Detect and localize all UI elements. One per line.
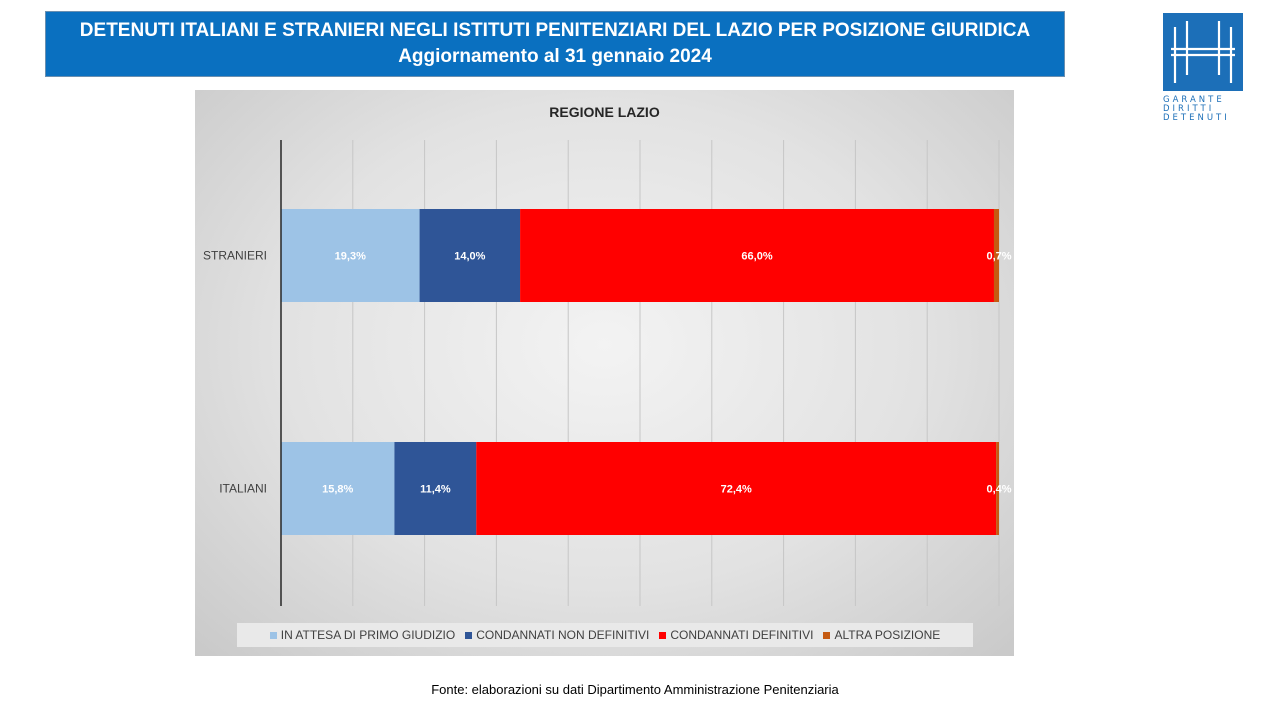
category-label: ITALIANI — [219, 482, 267, 496]
legend-label: CONDANNATI DEFINITIVI — [670, 628, 814, 642]
data-label: 66,0% — [741, 251, 772, 263]
data-label: 19,3% — [335, 251, 366, 263]
category-label: STRANIERI — [203, 249, 267, 263]
data-label: 0,7% — [986, 251, 1011, 263]
legend-item: IN ATTESA DI PRIMO GIUDIZIO — [269, 628, 456, 642]
data-label: 0,4% — [986, 484, 1011, 496]
legend-item: ALTRA POSIZIONE — [823, 628, 940, 642]
data-label: 14,0% — [454, 251, 485, 263]
bar-segment — [476, 442, 997, 535]
legend-swatch — [269, 631, 277, 639]
data-label: 72,4% — [721, 484, 752, 496]
legend-item: CONDANNATI NON DEFINITIVI — [465, 628, 649, 642]
title-banner: DETENUTI ITALIANI E STRANIERI NEGLI ISTI… — [45, 11, 1065, 77]
logo: GARANTE DIRITTI DETENUTI — [1163, 13, 1247, 128]
logo-mark — [1163, 13, 1243, 91]
bar-segment — [520, 209, 994, 302]
legend-swatch — [659, 631, 667, 639]
bar-segment — [394, 442, 477, 535]
legend-label: IN ATTESA DI PRIMO GIUDIZIO — [280, 628, 456, 642]
page-title: DETENUTI ITALIANI E STRANIERI NEGLI ISTI… — [79, 20, 1031, 41]
legend-item: CONDANNATI DEFINITIVI — [659, 628, 813, 642]
data-label: 15,8% — [322, 484, 353, 496]
bar-segment — [419, 209, 521, 302]
legend-label: ALTRA POSIZIONE — [834, 628, 941, 642]
chart-legend: IN ATTESA DI PRIMO GIUDIZIO CONDANNATI NO… — [237, 623, 973, 647]
legend-swatch — [823, 631, 831, 639]
page-subtitle: Aggiornamento al 31 gennaio 2024 — [398, 46, 712, 67]
bar-segment — [993, 209, 999, 302]
bar-segment — [996, 442, 999, 535]
legend-label: CONDANNATI NON DEFINITIVI — [476, 628, 650, 642]
legend-swatch — [465, 631, 473, 639]
logo-text: GARANTE DIRITTI DETENUTI — [1163, 95, 1230, 123]
source-note: Fonte: elaborazioni su dati Dipartimento… — [431, 682, 839, 697]
bar-chart: 19,3% 14,0% 66,0% 0,7% STRANIERI 15,8% 11,4% 72… — [203, 140, 1012, 606]
bar-segment — [281, 209, 420, 302]
bar-segment — [281, 442, 395, 535]
data-label: 11,4% — [420, 484, 451, 496]
chart-panel: REGIONE LAZIO 19,3% 14,0% 66,0% 0,7% STRANIE… — [195, 90, 1014, 656]
chart-title: REGIONE LAZIO — [549, 104, 660, 120]
